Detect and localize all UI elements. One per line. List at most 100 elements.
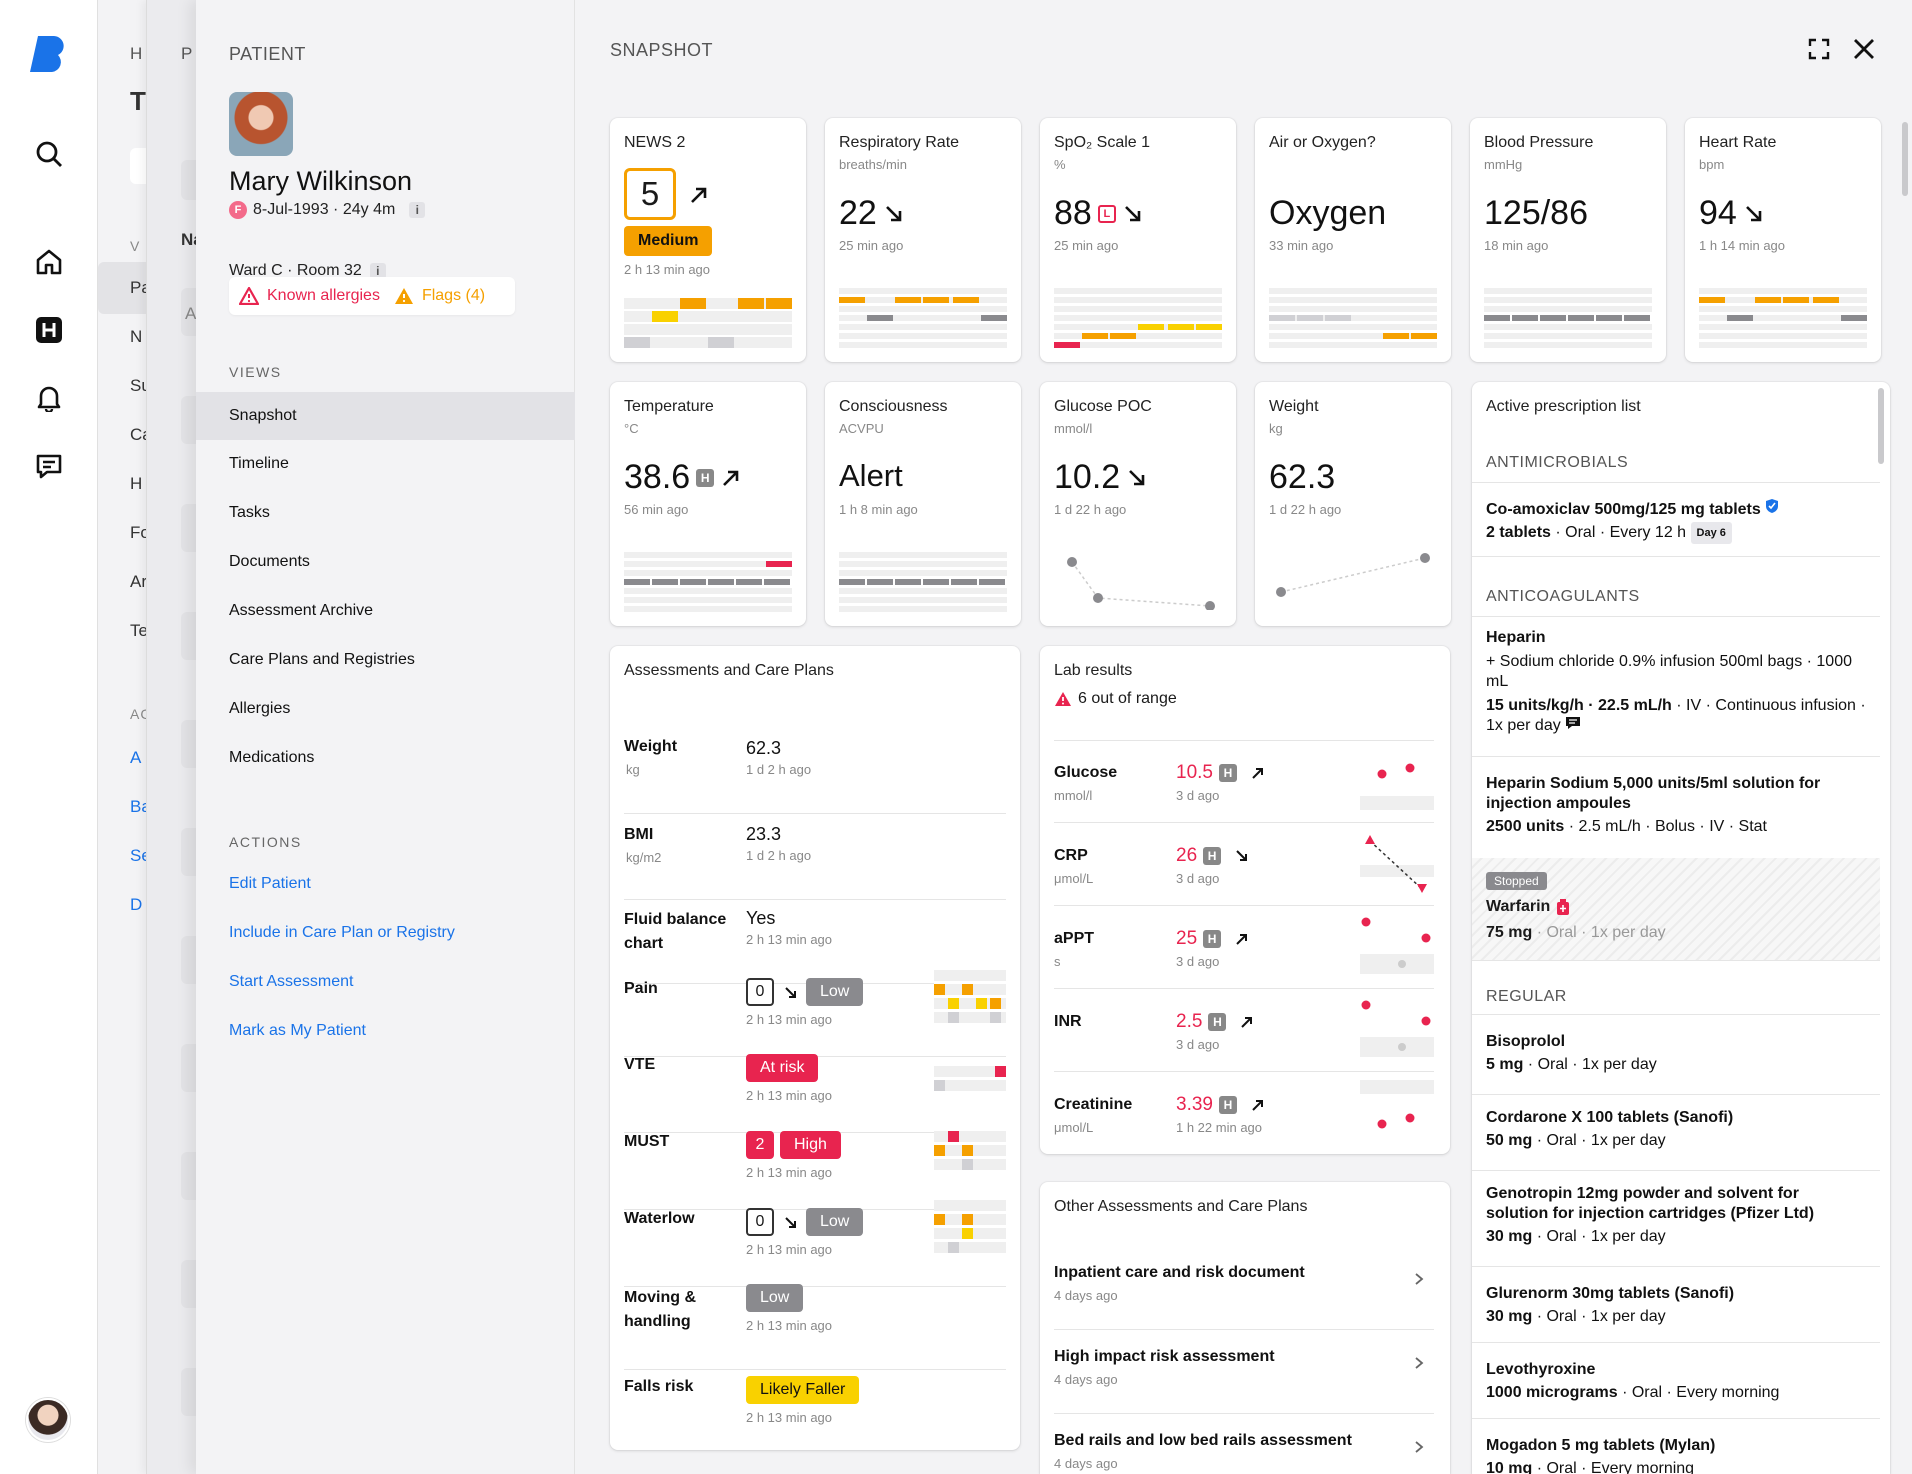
search-icon[interactable]	[33, 138, 65, 170]
vital-card-glucose-poc[interactable]: Glucose POC mmol/l 10.2 1 d 22 h ago	[1040, 382, 1236, 626]
vital-card-news2[interactable]: NEWS 2 5 Medium 2 h 13 min ago	[610, 118, 806, 362]
view-tasks[interactable]: Tasks	[229, 504, 270, 521]
lab-ago: 3 d ago	[1176, 871, 1220, 886]
vital-card-spo2[interactable]: SpO₂ Scale 1 % 88 L 25 min ago	[1040, 118, 1236, 362]
rx-dose: 2500 units	[1486, 818, 1565, 835]
hospital-icon[interactable]	[33, 314, 65, 346]
assessment-row-must[interactable]: MUST 2 High 2 h 13 min ago	[624, 1131, 1006, 1210]
snapshot-area: SNAPSHOT NEWS 2 5 Medium 2 h 13 min ago …	[575, 0, 1912, 1474]
assessment-row-vte[interactable]: VTE At risk 2 h 13 min ago	[624, 1054, 1006, 1133]
other-assessment-ago: 4 days ago	[1054, 1456, 1118, 1471]
assessment-name: Fluid balance chart	[624, 911, 727, 952]
vital-card-temperature[interactable]: Temperature °C 38.6 H 56 min ago	[610, 382, 806, 626]
vital-value: 22	[839, 194, 905, 233]
vital-sparkline	[1484, 288, 1652, 348]
vital-card-air-oxygen[interactable]: Air or Oxygen? Oxygen 33 min ago	[1255, 118, 1451, 362]
ghost-item: Te	[130, 621, 148, 640]
view-allergies[interactable]: Allergies	[229, 700, 291, 717]
known-allergies-link[interactable]: Known allergies	[267, 287, 380, 304]
view-assessment-archive[interactable]: Assessment Archive	[229, 602, 374, 619]
lab-row-glucose[interactable]: Glucose mmol/l 10.5 H 3 d ago	[1054, 740, 1434, 823]
arrow-down-right-icon	[1745, 205, 1762, 221]
vital-card-blood-pressure[interactable]: Blood Pressure mmHg 125/86 18 min ago	[1470, 118, 1666, 362]
vital-value: 88 L	[1054, 194, 1144, 233]
view-medications[interactable]: Medications	[229, 749, 315, 766]
assessment-score: 0	[746, 1208, 774, 1236]
rx-route: · Oral · Every morning	[1532, 1460, 1695, 1474]
app-rail	[0, 0, 98, 1474]
assessment-row-moving[interactable]: Moving & handling Low 2 h 13 min ago	[624, 1284, 1006, 1370]
flags-link[interactable]: Flags (4)	[421, 287, 486, 304]
view-snapshot[interactable]: Snapshot	[196, 392, 575, 440]
vital-card-heart-rate[interactable]: Heart Rate bpm 94 1 h 14 min ago	[1685, 118, 1881, 362]
info-icon[interactable]: i	[409, 202, 426, 218]
start-assessment-link[interactable]: Start Assessment	[229, 973, 354, 990]
rx-item-heparin-sodium[interactable]: Heparin Sodium 5,000 units/5ml solution …	[1486, 774, 1856, 837]
chat-icon[interactable]	[33, 450, 65, 482]
lab-sparkline	[1360, 835, 1434, 893]
vital-unit: breaths/min	[839, 157, 907, 172]
rx-item-bisoprolol[interactable]: Bisoprolol 5 mg · Oral · 1x per day	[1486, 1032, 1880, 1075]
rx-dose: 30 mg	[1486, 1228, 1533, 1245]
rx-item-genotropin[interactable]: Genotropin 12mg powder and solvent for s…	[1486, 1184, 1856, 1247]
view-timeline[interactable]: Timeline	[229, 455, 289, 472]
assessment-row-bmi[interactable]: BMI kg/m2 23.3 1 d 2 h ago	[624, 824, 1006, 900]
assessment-row-waterlow[interactable]: Waterlow 0 Low 2 h 13 min ago	[624, 1200, 1006, 1287]
ghost-item: N	[130, 327, 143, 346]
fullscreen-icon[interactable]	[1808, 38, 1830, 60]
info-icon[interactable]: i	[369, 263, 386, 279]
arrow-up-right-icon	[723, 470, 739, 486]
rx-item-mogadon[interactable]: Mogadon 5 mg tablets (Mylan) 10 mg · Ora…	[1486, 1436, 1880, 1474]
assessment-row-weight[interactable]: Weight kg 62.3 1 d 2 h ago	[624, 738, 1006, 814]
ghost-link: A	[130, 748, 142, 767]
view-care-plans[interactable]: Care Plans and Registries	[229, 651, 415, 668]
assessment-risk-tag: Likely Faller	[746, 1376, 860, 1404]
include-care-plan-link[interactable]: Include in Care Plan or Registry	[229, 924, 455, 941]
assessment-ago: 2 h 13 min ago	[746, 1088, 833, 1103]
assessment-unit: kg	[626, 762, 640, 777]
brand-logo[interactable]	[30, 34, 66, 74]
other-assessment-row[interactable]: High impact risk assessment 4 days ago	[1054, 1330, 1434, 1414]
rx-item-heparin[interactable]: Heparin + Sodium chloride 0.9% infusion …	[1486, 628, 1880, 736]
assessment-row-pain[interactable]: Pain 0 Low 2 h 13 min ago	[624, 970, 1006, 1057]
mark-my-patient-link[interactable]: Mark as My Patient	[229, 1022, 366, 1039]
vital-card-weight[interactable]: Weight kg 62.3 1 d 22 h ago	[1255, 382, 1451, 626]
low-flag: L	[1097, 204, 1116, 223]
vital-card-consciousness[interactable]: Consciousness ACVPU Alert 1 h 8 min ago	[825, 382, 1021, 626]
lab-row-crp[interactable]: CRP μmol/L 26 H 3 d ago	[1054, 823, 1434, 906]
vital-value: Alert	[839, 458, 903, 493]
close-icon[interactable]	[1851, 36, 1877, 62]
view-documents[interactable]: Documents	[229, 553, 310, 570]
vital-unit: °C	[624, 421, 639, 436]
other-assessment-row[interactable]: Bed rails and low bed rails assessment 4…	[1054, 1414, 1434, 1474]
edit-patient-link[interactable]: Edit Patient	[229, 875, 311, 892]
other-assessments-title: Other Assessments and Care Plans	[1054, 1198, 1308, 1215]
home-icon[interactable]	[33, 246, 65, 278]
user-avatar[interactable]	[26, 1398, 70, 1442]
lab-row-inr[interactable]: INR 2.5 H 3 d ago	[1054, 989, 1434, 1072]
vital-card-respiratory-rate[interactable]: Respiratory Rate breaths/min 22 25 min a…	[825, 118, 1021, 362]
rx-item-warfarin[interactable]: Stopped Warfarin 75 mg · Oral · 1x per d…	[1472, 858, 1880, 960]
assessment-name: VTE	[624, 1056, 656, 1073]
assessment-value: 62.3	[746, 738, 782, 758]
assessment-unit: kg/m2	[626, 850, 662, 865]
rx-item-coamoxiclav[interactable]: Co-amoxiclav 500mg/125 mg tablets 2 tabl…	[1486, 498, 1880, 544]
vital-value: Oxygen	[1269, 194, 1387, 232]
comment-icon[interactable]	[1565, 716, 1581, 730]
assessment-name: MUST	[624, 1133, 670, 1150]
rx-item-levothyroxine[interactable]: Levothyroxine 1000 micrograms · Oral · E…	[1486, 1360, 1880, 1403]
ghost-label: Na	[181, 230, 196, 249]
vital-sparkline	[624, 288, 792, 348]
other-assessment-row[interactable]: Inpatient care and risk document 4 days …	[1054, 1246, 1434, 1330]
lab-name: Creatinine	[1054, 1096, 1133, 1113]
out-of-range-text: 6 out of range	[1078, 690, 1177, 707]
rx-item-cordarone[interactable]: Cordarone X 100 tablets (Sanofi) 50 mg ·…	[1486, 1108, 1880, 1151]
bell-icon[interactable]	[33, 382, 65, 414]
assessment-risk-tag: Low	[806, 978, 864, 1006]
lab-row-creatinine[interactable]: Creatinine μmol/L 3.39 H 1 h 22 min ago	[1054, 1072, 1434, 1152]
rx-item-glurenorm[interactable]: Glurenorm 30mg tablets (Sanofi) 30 mg · …	[1486, 1284, 1880, 1327]
prescription-scrollbar[interactable]	[1878, 388, 1884, 464]
page-scrollbar[interactable]	[1902, 122, 1908, 196]
assessment-row-falls[interactable]: Falls risk Likely Faller 2 h 13 min ago	[624, 1376, 1006, 1448]
lab-row-appt[interactable]: aPPT s 25 H 3 d ago	[1054, 906, 1434, 989]
